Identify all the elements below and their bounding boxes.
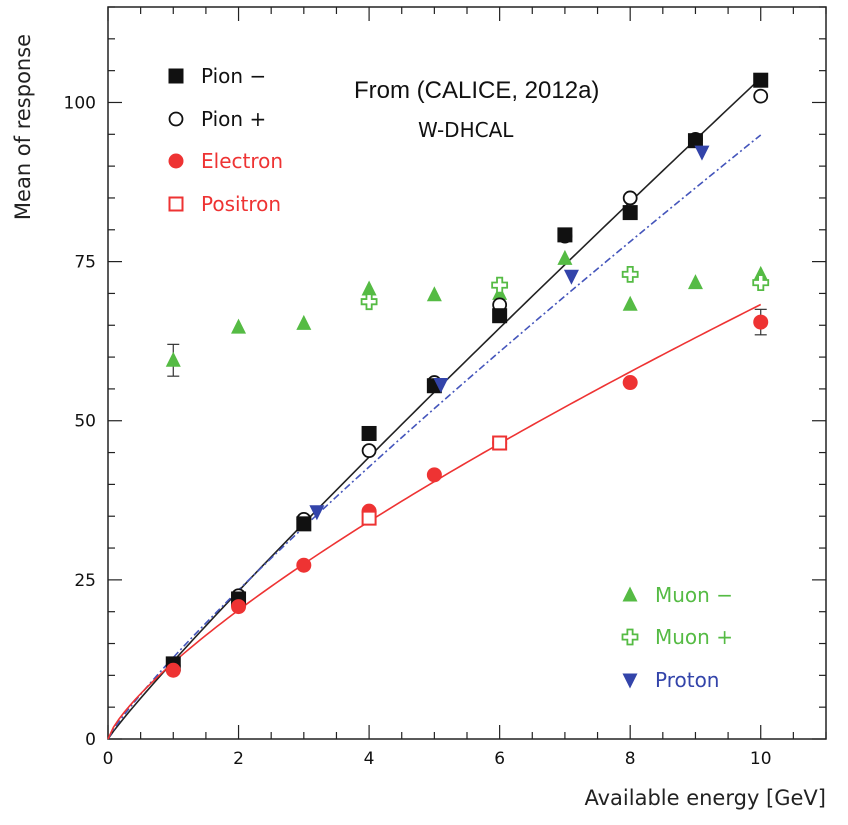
muon-minus-point bbox=[557, 249, 573, 265]
x-tick-label: 8 bbox=[625, 749, 636, 769]
legend-label-pion-plus: Pion + bbox=[201, 107, 266, 131]
electron-point bbox=[622, 375, 638, 391]
proton-point bbox=[694, 145, 710, 161]
muon-plus-point bbox=[491, 276, 509, 294]
pion-minus-point bbox=[296, 516, 312, 532]
legend-item-positron: Positron bbox=[168, 192, 281, 216]
y-tick-label: 75 bbox=[74, 253, 96, 273]
electron-point bbox=[426, 467, 442, 483]
y-tick-label: 25 bbox=[74, 571, 96, 591]
legend-marker-proton bbox=[622, 673, 638, 689]
x-axis-title: Available energy [GeV] bbox=[584, 786, 826, 810]
pion-plus-point bbox=[361, 443, 377, 459]
pion-minus-point bbox=[557, 227, 573, 243]
muon-minus-point bbox=[361, 280, 377, 296]
legend-item-pion-plus: Pion + bbox=[168, 107, 266, 131]
muon-minus-point bbox=[165, 351, 181, 367]
legend-label-positron: Positron bbox=[201, 192, 281, 216]
proton-point bbox=[433, 377, 449, 393]
x-tick-label: 0 bbox=[103, 749, 114, 769]
y-tick-label: 0 bbox=[85, 730, 96, 750]
pion-minus-point bbox=[622, 205, 638, 221]
legend-item-electron: Electron bbox=[168, 149, 283, 173]
x-tick-label: 10 bbox=[750, 749, 772, 769]
legend-marker-pion-minus bbox=[168, 68, 184, 84]
legend-marker-electron bbox=[168, 153, 184, 169]
x-tick-label: 6 bbox=[494, 749, 505, 769]
proton-point bbox=[563, 269, 579, 285]
positron-point bbox=[361, 510, 377, 526]
legend-marker-muon-minus bbox=[622, 586, 638, 602]
muon-plus-point bbox=[360, 293, 378, 311]
pion-plus-point bbox=[622, 190, 638, 206]
x-tick-label: 4 bbox=[364, 749, 375, 769]
electron-point bbox=[231, 599, 247, 615]
legend-label-electron: Electron bbox=[201, 149, 283, 173]
muon-plus-point bbox=[752, 274, 770, 292]
legend-marker-muon-plus bbox=[621, 628, 639, 646]
legend-item-muon-plus: Muon + bbox=[621, 625, 733, 649]
annotation-detector: W-DHCAL bbox=[418, 118, 514, 142]
electron-point bbox=[165, 662, 181, 678]
pion-plus-point bbox=[753, 88, 769, 104]
positron-point bbox=[492, 435, 508, 451]
legend-marker-pion-plus bbox=[168, 111, 184, 127]
pion-minus-point bbox=[687, 133, 703, 149]
muon-plus-point bbox=[621, 265, 639, 283]
electron-point bbox=[296, 557, 312, 573]
pion-minus-point bbox=[492, 308, 508, 324]
legend-label-proton: Proton bbox=[655, 668, 719, 692]
pion-minus-point bbox=[361, 425, 377, 441]
muon-minus-point bbox=[753, 265, 769, 281]
muon-minus-point bbox=[426, 286, 442, 302]
legend-item-proton: Proton bbox=[622, 668, 719, 692]
legend-label-pion-minus: Pion − bbox=[201, 64, 266, 88]
legend-item-muon-minus: Muon − bbox=[622, 583, 733, 607]
electron-point bbox=[753, 314, 769, 330]
pion-minus-point bbox=[753, 72, 769, 88]
muon-minus-point bbox=[231, 318, 247, 334]
y-tick-label: 100 bbox=[64, 93, 96, 113]
proton-point bbox=[309, 505, 325, 521]
legend-label-muon-minus: Muon − bbox=[655, 583, 733, 607]
muon-minus-point bbox=[296, 314, 312, 330]
legend-marker-positron bbox=[168, 196, 184, 212]
proton-fit-line bbox=[107, 134, 762, 740]
muon-minus-point bbox=[687, 274, 703, 290]
y-tick-label: 50 bbox=[74, 412, 96, 432]
legend-item-pion-minus: Pion − bbox=[168, 64, 266, 88]
x-tick-label: 2 bbox=[233, 749, 244, 769]
y-axis-title: Mean of response bbox=[11, 34, 35, 220]
annotation-source: From (CALICE, 2012a) bbox=[354, 77, 599, 104]
muon-minus-point bbox=[622, 295, 638, 311]
legend-label-muon-plus: Muon + bbox=[655, 625, 733, 649]
